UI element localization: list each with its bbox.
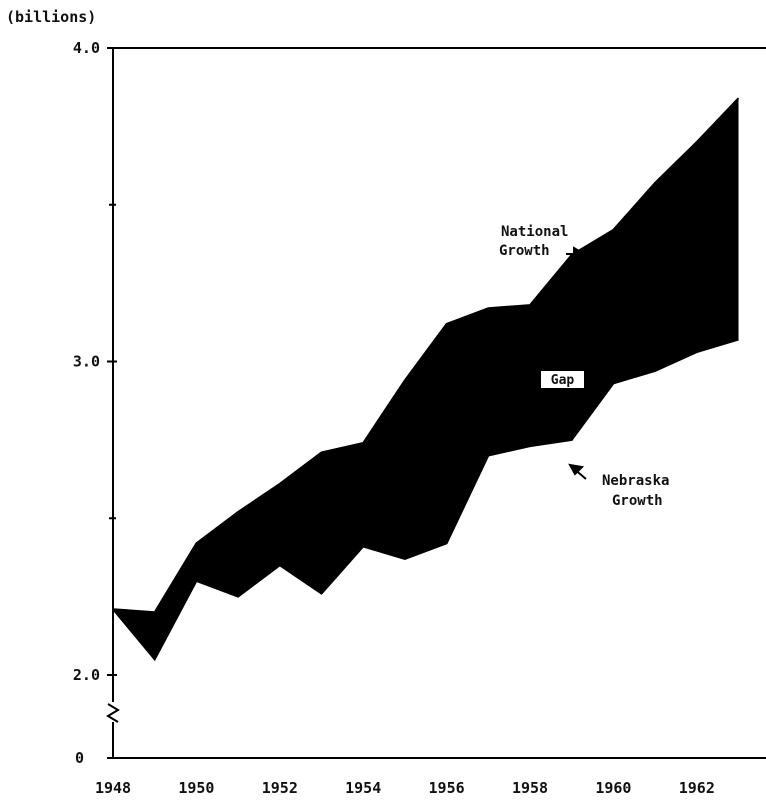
- nebraska-arrow-icon: [568, 463, 587, 480]
- x-tick-label: 1948: [95, 779, 131, 797]
- y-tick-label: 2.0: [73, 666, 100, 684]
- annotation-national-line2: Growth: [499, 243, 550, 259]
- annotation-national-line1: National: [501, 224, 568, 240]
- gap-label-box: [541, 371, 584, 388]
- national-arrow-icon: [566, 246, 586, 262]
- series-line-nebraska-growth: [112, 338, 739, 662]
- annotation-nebraska-line1: Nebraska: [602, 473, 669, 489]
- x-tick-label: 1954: [345, 779, 381, 797]
- x-tick-label: 1956: [429, 779, 465, 797]
- y-tick-label: 3.0: [73, 353, 100, 371]
- annotation-nebraska-line2: Growth: [612, 493, 663, 509]
- gap-area: [113, 98, 739, 660]
- x-tick-label: 1962: [679, 779, 715, 797]
- series-line-national-growth: [112, 97, 740, 614]
- x-tick-label: 1960: [595, 779, 631, 797]
- x-ticks: 1948 1950 1952 1954 1956 1958 1960 1962: [95, 779, 715, 797]
- annotation-gap: Gap: [551, 373, 575, 388]
- y-tick-label: 4.0: [73, 39, 100, 57]
- y-unit-label: (billions): [6, 8, 96, 26]
- x-tick-label: 1950: [178, 779, 214, 797]
- y-tick-label: 0: [75, 749, 84, 767]
- x-tick-label: 1952: [262, 779, 298, 797]
- axis-break-icon: [106, 703, 120, 723]
- x-tick-label: 1958: [512, 779, 548, 797]
- y-ticks: 4.0 3.0 2.0 0: [73, 39, 117, 767]
